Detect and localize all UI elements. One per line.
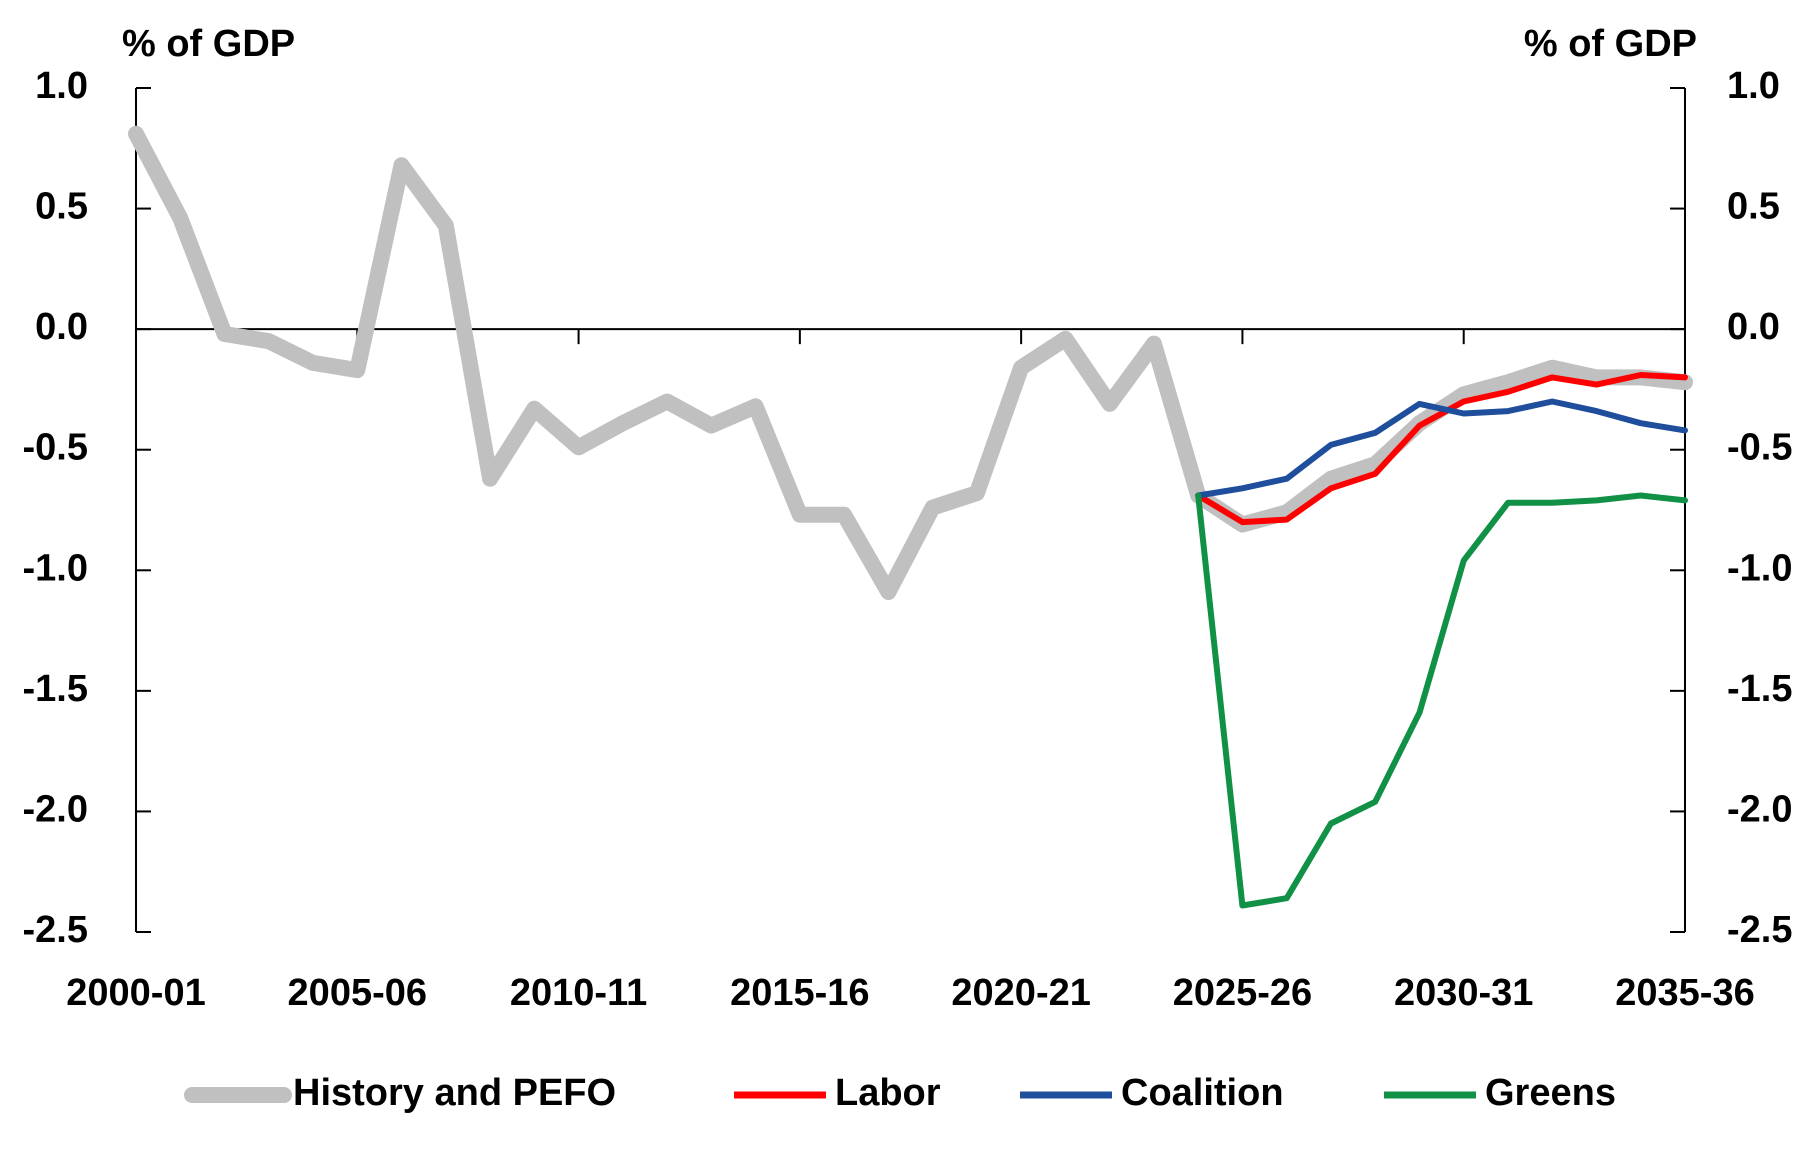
x-tick-label: 2015-16 bbox=[730, 972, 869, 1014]
y2-tick-label: 0.5 bbox=[1727, 186, 1780, 228]
y-tick-label: 0.0 bbox=[35, 306, 88, 348]
y2-tick-label: -1.0 bbox=[1727, 547, 1792, 589]
y2-axis-label: % of GDP bbox=[1524, 23, 1697, 65]
legend-label: Greens bbox=[1485, 1072, 1616, 1114]
legend-label: History and PEFO bbox=[293, 1072, 616, 1114]
y-tick-label: 0.5 bbox=[35, 186, 88, 228]
y-tick-label: 1.0 bbox=[35, 65, 88, 107]
series-line bbox=[1195, 372, 1688, 526]
y2-tick-label: 1.0 bbox=[1727, 65, 1780, 107]
y2-tick-label: 0.0 bbox=[1727, 306, 1780, 348]
x-tick-label: 2025-26 bbox=[1173, 972, 1312, 1014]
series-line bbox=[1195, 492, 1688, 909]
legend-label: Coalition bbox=[1121, 1072, 1284, 1114]
y2-tick-label: -2.5 bbox=[1727, 909, 1792, 951]
y2-tick-label: -2.0 bbox=[1727, 788, 1792, 830]
x-tick-label: 2035-36 bbox=[1615, 972, 1754, 1014]
y-tick-label: -0.5 bbox=[23, 427, 88, 469]
y2-tick-label: -0.5 bbox=[1727, 427, 1792, 469]
series-line bbox=[1195, 398, 1688, 499]
y2-tick-label: -1.5 bbox=[1727, 668, 1792, 710]
x-tick-label: 2020-21 bbox=[951, 972, 1090, 1014]
y-tick-label: -1.5 bbox=[23, 668, 88, 710]
x-tick-label: 2000-01 bbox=[66, 972, 205, 1014]
series-line bbox=[128, 125, 1693, 600]
y-tick-label: -2.5 bbox=[23, 909, 88, 951]
y-tick-label: -1.0 bbox=[23, 547, 88, 589]
y-tick-label: -2.0 bbox=[23, 788, 88, 830]
x-tick-label: 2010-11 bbox=[510, 972, 647, 1014]
y-axis-label: % of GDP bbox=[122, 23, 295, 65]
x-tick-label: 2005-06 bbox=[288, 972, 427, 1014]
legend-label: Labor bbox=[835, 1072, 941, 1114]
x-tick-label: 2030-31 bbox=[1394, 972, 1533, 1014]
